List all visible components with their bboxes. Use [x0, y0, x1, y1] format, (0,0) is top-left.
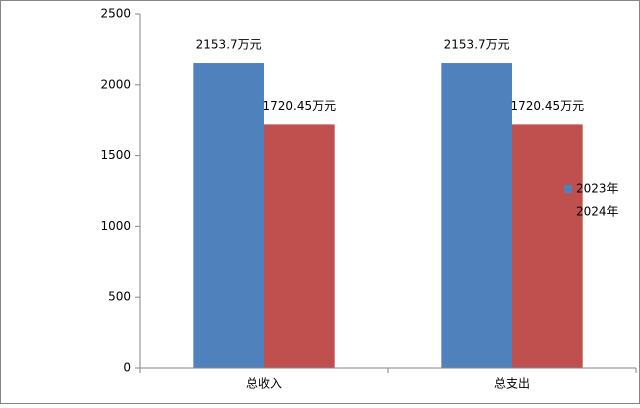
- legend-swatch: [564, 208, 572, 216]
- y-tick-label: 500: [108, 290, 131, 304]
- value-label: 1720.45万元: [263, 99, 337, 113]
- bar: [193, 63, 264, 369]
- legend-label: 2023年: [576, 182, 619, 196]
- y-tick-label: 0: [123, 361, 131, 375]
- y-tick-label: 1500: [100, 148, 131, 162]
- value-label: 1720.45万元: [511, 99, 585, 113]
- y-tick-label: 1000: [100, 219, 131, 233]
- bar: [264, 124, 335, 368]
- legend-label: 2024年: [576, 205, 619, 219]
- bar: [512, 124, 583, 368]
- y-tick-label: 2000: [100, 77, 131, 91]
- value-label: 2153.7万元: [444, 38, 510, 52]
- bar: [441, 63, 512, 369]
- y-tick-label: 2500: [100, 7, 131, 21]
- x-tick-label: 总支出: [494, 377, 530, 391]
- value-label: 2153.7万元: [196, 38, 262, 52]
- legend-swatch: [564, 185, 572, 193]
- x-tick-label: 总收入: [246, 377, 282, 391]
